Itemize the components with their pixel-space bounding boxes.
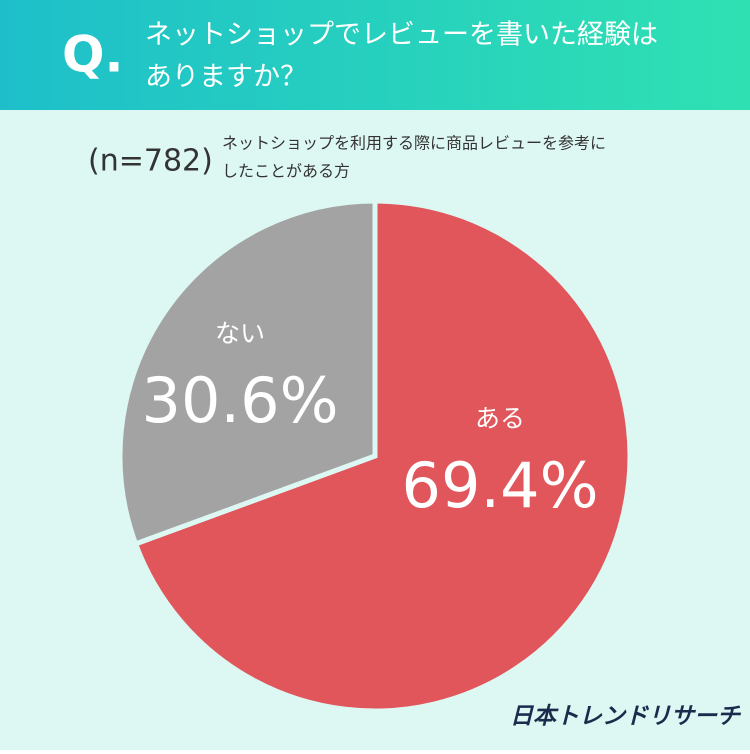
pie-slice [117, 198, 378, 548]
slice-category-label: ない [215, 319, 265, 348]
question-line: ネットショップでレビューを書いた経験は [145, 20, 658, 51]
subtitle-line: ネットショップを利用する際に商品レビューを参考に [222, 134, 606, 153]
sample-size: (n=782) [88, 144, 213, 179]
pie-slice [132, 198, 633, 714]
slice-category-label: ある [475, 404, 525, 433]
question-line: ありますか？ [145, 62, 307, 93]
header-band [0, 0, 750, 110]
slice-value-label: 30.6% [142, 364, 339, 437]
subtitle-line: したことがある方 [222, 162, 350, 181]
slice-value-label: 69.4% [402, 449, 599, 522]
q-mark: Q. [62, 26, 124, 84]
pie: ある 69.4% ない 30.6% [117, 198, 633, 714]
brand-logo: 日本トレンドリサーチ [510, 704, 742, 730]
